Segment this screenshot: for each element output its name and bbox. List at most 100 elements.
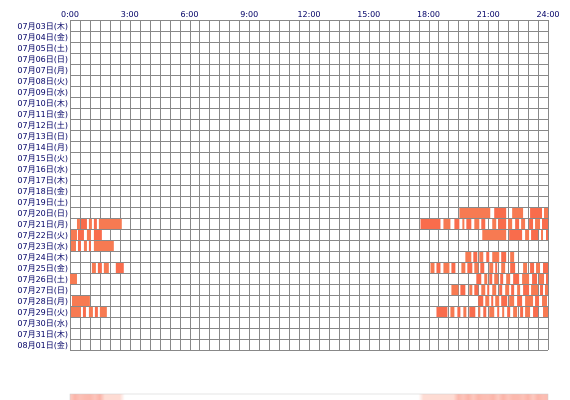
activity-bar xyxy=(80,219,87,229)
activity-bar xyxy=(474,219,480,229)
activity-bar xyxy=(502,307,505,317)
x-tick-label: 6:00 xyxy=(181,10,199,19)
activity-bar xyxy=(481,219,486,229)
chart-grid xyxy=(70,20,549,351)
activity-bar xyxy=(509,230,523,240)
activity-bar xyxy=(443,263,450,273)
activity-bar xyxy=(498,219,507,229)
day-label: 07月05日(土) xyxy=(17,43,68,53)
day-label: 07月06日(日) xyxy=(17,55,68,64)
activity-bar xyxy=(510,252,515,262)
day-label: 07月17日(木) xyxy=(17,175,68,185)
activity-bar xyxy=(77,241,81,251)
activity-bar xyxy=(546,274,548,284)
activity-bar xyxy=(420,219,441,229)
activity-bar xyxy=(88,219,92,229)
activity-bar xyxy=(115,263,124,273)
activity-bar xyxy=(509,296,515,306)
day-label: 07月16日(水) xyxy=(17,164,68,174)
activity-bar xyxy=(508,219,513,229)
activity-bar xyxy=(495,296,500,306)
activity-bar xyxy=(93,241,114,251)
day-label: 07月29日(火) xyxy=(17,308,68,317)
activity-bar xyxy=(525,307,531,317)
day-label: 07月21日(月) xyxy=(17,220,68,229)
activity-bar xyxy=(436,307,448,317)
activity-bar xyxy=(462,219,465,229)
activity-bar xyxy=(546,230,548,240)
activity-bars xyxy=(70,208,548,317)
day-label: 07月20日(日) xyxy=(17,209,68,218)
x-tick-label: 24:00 xyxy=(536,10,559,19)
activity-bar xyxy=(517,296,523,306)
activity-bar xyxy=(539,274,545,284)
activity-bar xyxy=(525,296,534,306)
activity-bar xyxy=(479,252,484,262)
activity-bar xyxy=(483,307,487,317)
activity-bar xyxy=(489,263,494,273)
activity-bar xyxy=(451,285,459,295)
activity-bar xyxy=(451,263,456,273)
activity-bar xyxy=(531,285,539,295)
activity-bar xyxy=(517,285,521,295)
activity-bar xyxy=(474,263,479,273)
activity-bar xyxy=(443,219,451,229)
activity-bar xyxy=(461,263,466,273)
day-label: 07月19日(土) xyxy=(17,197,68,207)
activity-bar xyxy=(501,263,506,273)
summary-gradient-bar xyxy=(69,393,549,400)
activity-bar xyxy=(70,230,77,240)
activity-bar xyxy=(499,285,503,295)
activity-bar xyxy=(450,307,455,317)
day-label: 07月22日(火) xyxy=(17,231,68,240)
activity-bar xyxy=(459,208,491,218)
activity-bar xyxy=(480,263,485,273)
activity-bar xyxy=(512,208,524,218)
activity-bar xyxy=(511,285,515,295)
activity-bar xyxy=(535,296,540,306)
activity-bar xyxy=(542,219,548,229)
activity-bar xyxy=(513,307,518,317)
day-label: 08月01日(金) xyxy=(17,340,68,350)
activity-bar xyxy=(474,285,479,295)
activity-bar xyxy=(531,230,539,240)
activity-bar xyxy=(536,263,541,273)
day-label: 07月15日(火) xyxy=(17,154,68,163)
day-label: 07月03日(木) xyxy=(17,21,68,31)
activity-bar xyxy=(469,285,473,295)
activity-bar xyxy=(97,263,102,273)
activity-bar xyxy=(530,208,543,218)
activity-bar xyxy=(93,230,102,240)
day-label: 07月12日(土) xyxy=(17,120,68,130)
activity-bar xyxy=(76,219,80,229)
day-label: 07月18日(金) xyxy=(17,186,68,196)
activity-bar xyxy=(478,307,481,317)
x-tick-label: 21:00 xyxy=(477,10,500,19)
activity-bar xyxy=(500,274,504,284)
summary-bar xyxy=(69,393,549,400)
activity-bar xyxy=(542,296,548,306)
activity-bar xyxy=(82,307,86,317)
day-label: 07月09日(水) xyxy=(17,87,68,97)
x-axis-ticks: 0:00 3:00 6:00 9:00 12:00 15:00 18:00 21:00 24:0… xyxy=(61,10,560,19)
activity-bar xyxy=(523,263,528,273)
activity-bar xyxy=(541,230,544,240)
activity-bar xyxy=(543,263,548,273)
activity-bar xyxy=(460,285,466,295)
activity-bar xyxy=(529,219,534,229)
activity-bar xyxy=(481,285,486,295)
activity-bar xyxy=(478,296,484,306)
activity-bar xyxy=(88,241,91,251)
activity-bar xyxy=(70,241,76,251)
day-labels: 07月03日(木)07月04日(金)07月05日(土) 07月06日(日) 07月0… xyxy=(17,21,68,350)
day-label: 07月14日(月) xyxy=(17,143,68,152)
activity-bar xyxy=(93,219,97,229)
activity-bar xyxy=(506,274,511,284)
day-label: 07月25日(金) xyxy=(17,263,68,273)
activity-bar xyxy=(466,219,472,229)
activity-bar xyxy=(525,230,530,240)
activity-bar xyxy=(99,307,107,317)
activity-bar xyxy=(491,296,494,306)
activity-bar xyxy=(521,219,526,229)
day-label: 07月11日(金) xyxy=(17,109,68,119)
